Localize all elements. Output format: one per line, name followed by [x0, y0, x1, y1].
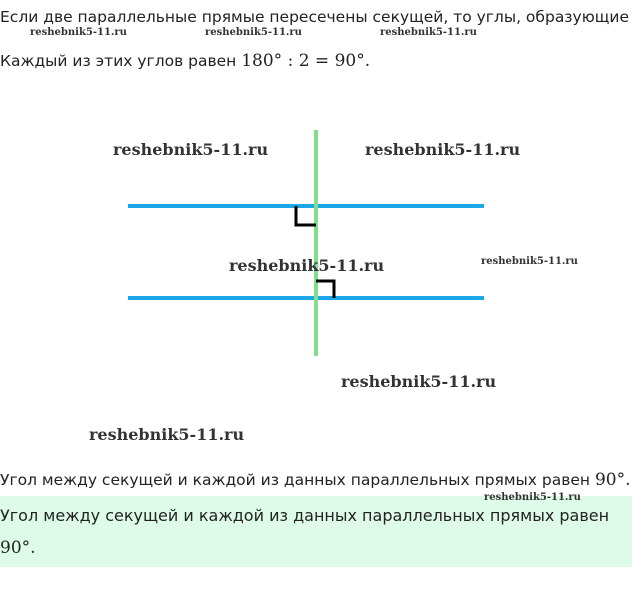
watermark: reshebnik5-11.ru — [484, 492, 581, 503]
watermark: reshebnik5-11.ru — [30, 27, 127, 38]
angle-calc-label: Каждый из этих углов равен — [0, 52, 242, 70]
conclusion-math: 90°. — [594, 470, 631, 490]
answer-box — [0, 496, 632, 567]
watermark: reshebnik5-11.ru — [481, 256, 578, 267]
answer-text: Угол между секущей и каждой из данных па… — [0, 506, 610, 525]
right-angle-mark-2 — [316, 279, 336, 298]
angle-calc-math: 180° : 2 = 90°. — [241, 51, 371, 71]
watermark: reshebnik5-11.ru — [341, 372, 497, 391]
right-angle-mark-1 — [294, 206, 316, 227]
watermark: reshebnik5-11.ru — [229, 256, 385, 275]
intro-text: Если две параллельные прямые пересечены … — [0, 8, 629, 26]
conclusion-label: Угол между секущей и каждой из данных па… — [0, 471, 595, 489]
angle-calc-text: Каждый из этих углов равен 180° : 2 = 90… — [0, 51, 370, 71]
watermark: reshebnik5-11.ru — [365, 140, 521, 159]
conclusion-text: Угол между секущей и каждой из данных па… — [0, 470, 631, 490]
watermark: reshebnik5-11.ru — [89, 425, 245, 444]
watermark: reshebnik5-11.ru — [205, 27, 302, 38]
watermark: reshebnik5-11.ru — [380, 27, 477, 38]
answer-math: 90°. — [0, 538, 36, 558]
watermark: reshebnik5-11.ru — [113, 140, 269, 159]
